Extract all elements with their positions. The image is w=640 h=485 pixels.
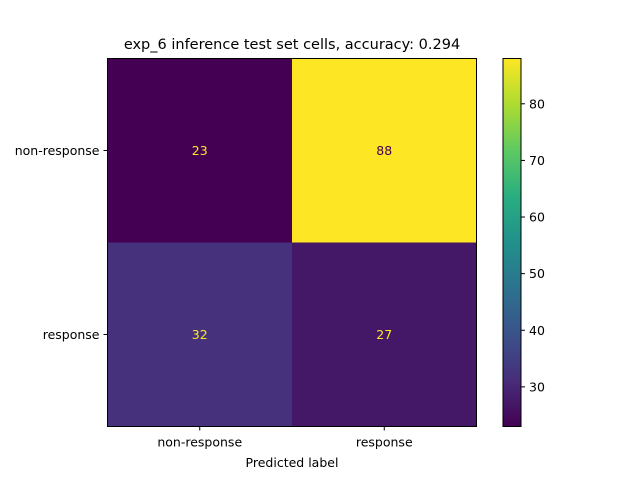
heatmap-cell <box>107 242 293 427</box>
colorbar-tick-label: 60 <box>529 210 545 225</box>
colorbar-tick-label: 80 <box>529 96 545 111</box>
cell-value-label: 32 <box>192 327 208 342</box>
y-axis-ticks: non-response response <box>15 143 108 342</box>
chart-title: exp_6 inference test set cells, accuracy… <box>124 37 460 53</box>
x-axis-ticks: non-response response <box>157 426 413 450</box>
colorbar <box>502 58 522 427</box>
y-tick-label: non-response <box>15 143 100 158</box>
heatmap-cell-labels: 23 88 32 27 <box>192 143 392 342</box>
cell-value-label: 27 <box>376 327 392 342</box>
x-tick-label: non-response <box>157 435 242 450</box>
heatmap-cell <box>292 58 477 243</box>
heatmap-cell <box>107 58 293 243</box>
x-tick-label: response <box>356 435 413 450</box>
colorbar-tick-label: 30 <box>529 379 545 394</box>
colorbar-tick-label: 40 <box>529 323 545 338</box>
cell-value-label: 88 <box>376 143 392 158</box>
colorbar-tick-label: 50 <box>529 266 545 281</box>
colorbar-tick-label: 70 <box>529 153 545 168</box>
heatmap-cell <box>292 242 477 427</box>
plot-frame <box>107 58 477 427</box>
heatmap-cells <box>107 58 477 427</box>
cell-value-label: 23 <box>192 143 208 158</box>
x-axis-label: Predicted label <box>246 455 339 470</box>
colorbar-ticks: 30 40 50 60 70 80 <box>521 96 545 394</box>
y-tick-label: response <box>43 327 100 342</box>
